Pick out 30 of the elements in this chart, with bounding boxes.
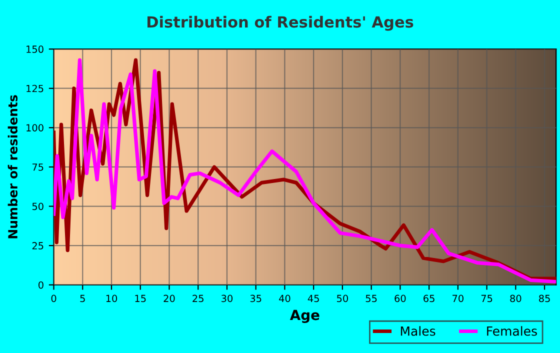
y-tick-label: 75 <box>32 164 44 171</box>
x-tick-label: 0 <box>51 294 56 302</box>
x-tick-label: 25 <box>192 294 204 302</box>
x-tick-label: 55 <box>366 294 377 302</box>
legend-label: Females <box>487 326 537 336</box>
x-axis-title: Age <box>290 310 320 323</box>
y-tick-label: 25 <box>32 242 44 250</box>
x-tick-label: 85 <box>539 294 550 302</box>
chart-title: Distribution of Residents' Ages <box>147 16 414 31</box>
x-tick-label: 45 <box>308 294 319 302</box>
x-tick-label: 5 <box>80 294 85 302</box>
x-tick-label: 60 <box>394 294 406 302</box>
y-tick-label: 150 <box>26 46 44 53</box>
legend-label: Males <box>400 326 436 336</box>
y-tick-label: 125 <box>26 84 44 92</box>
x-tick-label: 80 <box>510 294 522 302</box>
x-tick-label: 40 <box>279 294 290 302</box>
x-tick-label: 15 <box>135 294 146 302</box>
x-tick-label: 65 <box>424 294 434 302</box>
y-tick-label: 0 <box>38 281 44 289</box>
x-tick-label: 70 <box>452 294 464 302</box>
x-tick-label: 50 <box>337 294 348 302</box>
x-tick-label: 75 <box>481 294 492 302</box>
x-tick-label: 10 <box>106 294 118 302</box>
y-tick-label: 100 <box>26 124 44 132</box>
x-tick-label: 35 <box>250 294 262 302</box>
y-tick-label: 50 <box>32 202 44 210</box>
y-axis-title: Number of residents <box>8 95 18 238</box>
x-tick-label: 20 <box>164 294 175 302</box>
x-tick-label: 30 <box>222 294 233 302</box>
